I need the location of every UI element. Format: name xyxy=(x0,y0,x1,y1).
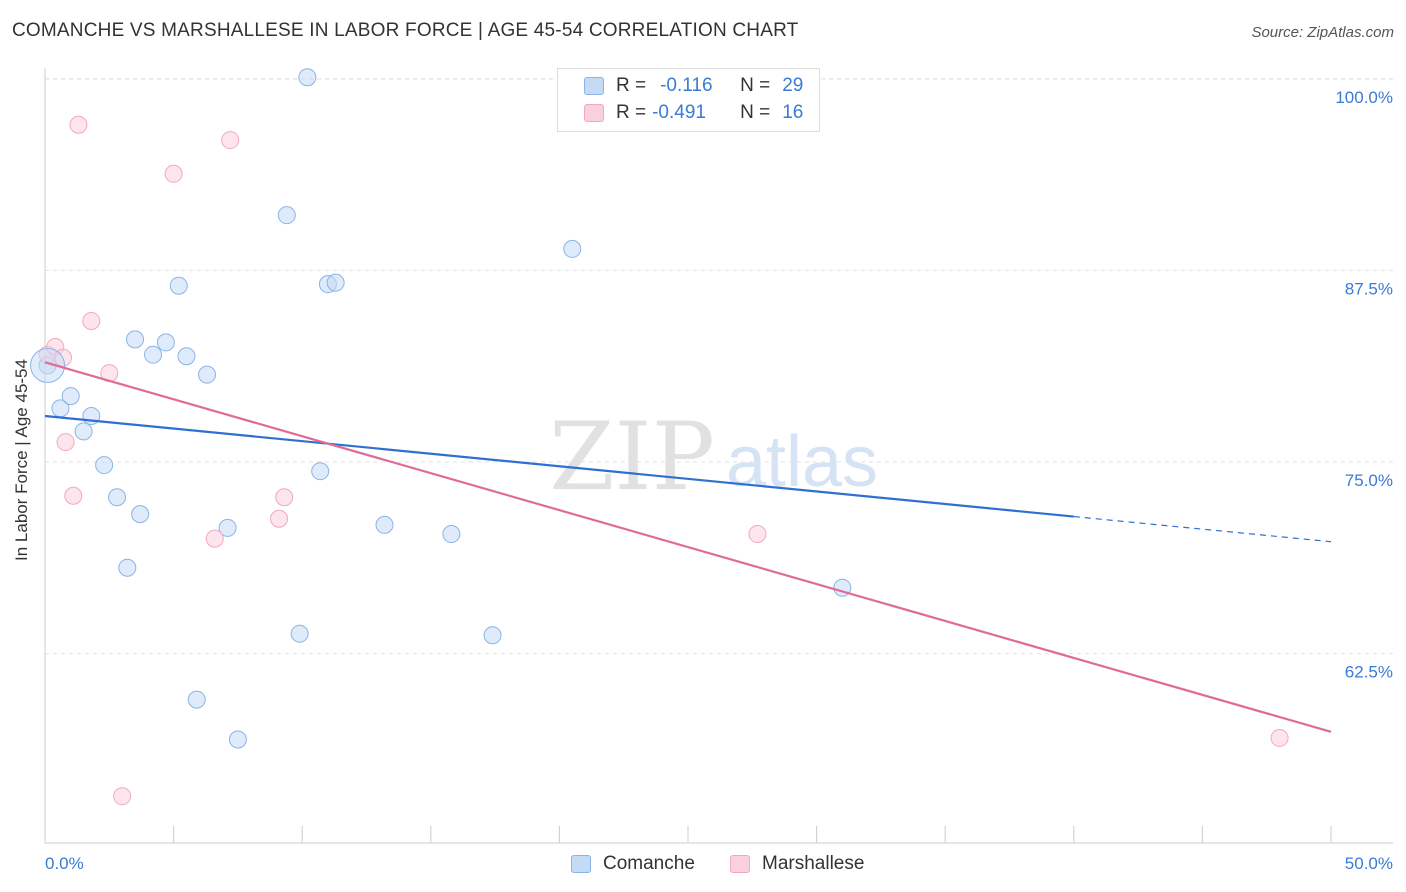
marshallese-trend-line xyxy=(44,361,1332,733)
y-tick-label: 87.5% xyxy=(1345,279,1393,298)
legend-comanche-label: Comanche xyxy=(603,853,695,874)
watermark-zip: ZIP xyxy=(549,403,715,512)
comanche-point xyxy=(311,462,330,481)
comanche-n-value: 29 xyxy=(782,75,804,96)
marshallese-point xyxy=(113,787,132,806)
tick-labels: 62.5% 75.0% 87.5% 100.0% 0.0% 50.0% xyxy=(45,88,1393,873)
legend-marshallese-swatch xyxy=(730,855,750,873)
stats-row-marshallese: R = -0.491 N = 16 xyxy=(584,101,803,125)
chart-title: COMANCHE VS MARSHALLESE IN LABOR FORCE |… xyxy=(12,20,799,41)
marshallese-n-value: 16 xyxy=(782,102,804,123)
legend-item-marshallese: Marshallese xyxy=(730,852,864,876)
watermark-atlas: atlas xyxy=(726,422,878,502)
comanche-point xyxy=(326,273,345,292)
y-tick-label: 100.0% xyxy=(1335,88,1393,107)
comanche-point xyxy=(228,730,247,749)
y-tick-label: 62.5% xyxy=(1345,663,1393,682)
marshallese-n-label: N = xyxy=(740,102,771,123)
comanche-point xyxy=(198,365,217,384)
comanche-n-label: N = xyxy=(740,75,771,96)
watermark: ZIP atlas xyxy=(549,403,878,512)
marshallese-point xyxy=(64,486,83,505)
comanche-point xyxy=(144,345,163,364)
comanche-point xyxy=(108,488,127,507)
comanche-point xyxy=(563,239,582,258)
marshallese-r-label: R = xyxy=(616,102,647,123)
comanche-point xyxy=(277,206,296,225)
comanche-point xyxy=(442,525,461,544)
comanche-point xyxy=(298,68,317,87)
marshallese-point xyxy=(748,525,767,544)
comanche-point xyxy=(290,624,309,643)
marshallese-point xyxy=(56,433,75,452)
comanche-point xyxy=(187,690,206,709)
trend-lines xyxy=(44,361,1332,733)
marshallese-point xyxy=(205,529,224,548)
comanche-cluster-point xyxy=(30,347,66,383)
comanche-trend-extension xyxy=(1073,515,1332,543)
comanche-point xyxy=(218,518,237,537)
comanche-point xyxy=(375,515,394,534)
comanche-point xyxy=(169,276,188,295)
comanche-point xyxy=(131,505,150,524)
legend-comanche-swatch xyxy=(571,855,591,873)
source-label: Source: ZipAtlas.com xyxy=(1251,24,1394,41)
marshallese-swatch xyxy=(584,104,604,122)
axes xyxy=(44,68,1393,844)
comanche-trend-line xyxy=(44,414,1074,518)
marshallese-point xyxy=(82,311,101,330)
comanche-r-value: -0.116 xyxy=(660,75,713,96)
marshallese-point xyxy=(69,115,88,134)
marshallese-r-value: -0.491 xyxy=(652,102,706,123)
comanche-point xyxy=(118,558,137,577)
comanche-point xyxy=(177,347,196,366)
legend-marshallese-label: Marshallese xyxy=(762,853,865,874)
marshallese-point xyxy=(270,509,289,528)
comanche-r-label: R = xyxy=(616,75,647,96)
comanche-point xyxy=(126,330,145,349)
marshallese-point xyxy=(1270,728,1289,747)
stats-row-comanche: R = -0.116 N = 29 xyxy=(584,74,803,98)
legend-item-comanche: Comanche xyxy=(571,852,695,876)
comanche-point xyxy=(95,456,114,475)
y-axis-label: In Labor Force | Age 45-54 xyxy=(12,359,31,561)
comanche-swatch xyxy=(584,77,604,95)
x-tick-label: 50.0% xyxy=(1345,854,1393,873)
stats-legend: R = -0.116 N = 29 R = -0.491 N = 16 xyxy=(557,68,820,132)
marshallese-point xyxy=(275,488,294,507)
x-tick-label: 0.0% xyxy=(45,854,84,873)
marshallese-point xyxy=(221,131,240,150)
y-tick-label: 75.0% xyxy=(1345,471,1393,490)
comanche-point xyxy=(483,626,502,645)
comanche-point xyxy=(74,422,93,441)
marshallese-point xyxy=(164,164,183,183)
gridlines xyxy=(45,78,1393,655)
comanche-point xyxy=(61,387,80,406)
comanche-point xyxy=(156,333,175,352)
